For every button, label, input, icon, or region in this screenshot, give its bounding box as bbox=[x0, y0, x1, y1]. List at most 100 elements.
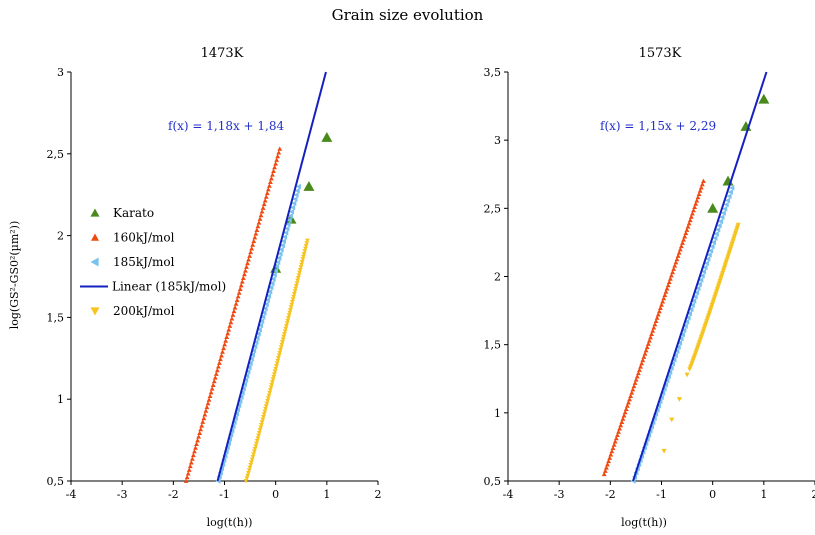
data-point bbox=[272, 164, 277, 170]
data-point bbox=[288, 305, 294, 310]
data-point bbox=[248, 249, 254, 255]
data-point bbox=[669, 417, 675, 423]
data-point bbox=[246, 257, 251, 262]
data-point bbox=[259, 209, 265, 214]
data-point bbox=[630, 387, 636, 392]
data-point bbox=[301, 251, 307, 257]
data-point bbox=[676, 250, 682, 255]
y-tick-label: 3 bbox=[57, 66, 64, 79]
legend-item: 160kJ/mol bbox=[91, 231, 175, 245]
data-point bbox=[194, 441, 199, 447]
data-point bbox=[299, 262, 304, 267]
data-point bbox=[295, 275, 301, 281]
data-point bbox=[256, 430, 262, 436]
legend-triangle-marker bbox=[90, 208, 100, 217]
data-point bbox=[185, 471, 191, 476]
data-point bbox=[250, 455, 256, 460]
data-point bbox=[244, 476, 250, 481]
data-point bbox=[660, 299, 666, 304]
data-point bbox=[662, 292, 668, 297]
data-point bbox=[251, 449, 257, 455]
legend-triangle-marker bbox=[91, 233, 99, 241]
data-point bbox=[256, 326, 262, 333]
data-point bbox=[661, 295, 667, 301]
data-point bbox=[304, 241, 310, 246]
data-point bbox=[240, 385, 246, 392]
data-point bbox=[661, 448, 667, 454]
data-point bbox=[665, 373, 671, 380]
data-point bbox=[243, 377, 249, 383]
data-point bbox=[671, 266, 677, 271]
series-185kj-mol bbox=[215, 183, 301, 484]
data-point bbox=[301, 254, 306, 259]
data-point bbox=[207, 393, 213, 399]
data-point bbox=[258, 212, 264, 218]
data-point bbox=[300, 257, 306, 262]
x-tick-label: 2 bbox=[375, 488, 382, 501]
data-point bbox=[267, 390, 273, 396]
data-point bbox=[290, 297, 296, 302]
data-point bbox=[645, 341, 651, 346]
data-point bbox=[200, 419, 206, 424]
data-point bbox=[266, 293, 272, 299]
data-point bbox=[241, 381, 247, 388]
data-point bbox=[321, 131, 333, 142]
data-point bbox=[719, 214, 725, 220]
data-point bbox=[260, 205, 266, 210]
data-point bbox=[621, 413, 627, 418]
data-point bbox=[672, 263, 678, 268]
data-point bbox=[245, 368, 251, 375]
data-point bbox=[712, 235, 718, 241]
data-point bbox=[238, 283, 244, 288]
data-point bbox=[271, 374, 277, 380]
regression-line bbox=[216, 71, 327, 482]
data-point bbox=[609, 448, 615, 454]
data-point bbox=[703, 260, 709, 267]
series-linear-185kj-mol- bbox=[632, 71, 768, 482]
data-point bbox=[671, 356, 677, 363]
data-point bbox=[268, 385, 274, 390]
data-point bbox=[201, 415, 207, 421]
data-point bbox=[677, 247, 683, 252]
data-point bbox=[688, 306, 694, 313]
data-point bbox=[675, 344, 681, 350]
data-point bbox=[611, 442, 617, 447]
data-point bbox=[619, 419, 625, 424]
legend-label: 160kJ/mol bbox=[113, 231, 175, 245]
data-point bbox=[286, 217, 292, 223]
x-tick-label: -2 bbox=[168, 488, 179, 501]
data-point bbox=[192, 449, 197, 454]
data-point bbox=[304, 238, 310, 243]
data-point bbox=[222, 342, 228, 347]
data-point bbox=[272, 267, 278, 274]
data-point bbox=[244, 373, 250, 379]
data-point bbox=[279, 242, 285, 249]
data-point bbox=[284, 324, 289, 329]
data-point bbox=[186, 467, 192, 472]
data-point bbox=[680, 240, 685, 245]
data-point bbox=[292, 289, 298, 294]
data-point bbox=[628, 393, 634, 398]
data-point bbox=[223, 338, 229, 343]
data-point bbox=[676, 397, 683, 402]
regression-equation: f(x) = 1,15x + 2,29 bbox=[600, 119, 716, 133]
data-point bbox=[603, 465, 609, 470]
data-point bbox=[275, 153, 281, 159]
legend-label: Karato bbox=[113, 206, 154, 220]
data-point bbox=[620, 416, 626, 421]
data-point bbox=[270, 172, 275, 177]
data-point bbox=[652, 321, 658, 327]
data-point bbox=[263, 194, 269, 199]
data-point bbox=[303, 246, 308, 251]
data-point bbox=[215, 364, 221, 369]
data-point bbox=[198, 426, 204, 432]
data-point bbox=[615, 432, 620, 438]
data-point bbox=[246, 468, 252, 473]
data-point bbox=[641, 354, 647, 359]
y-tick-label: 2 bbox=[57, 230, 64, 243]
data-point bbox=[272, 372, 277, 377]
data-point bbox=[225, 330, 231, 336]
data-point bbox=[692, 204, 698, 210]
data-point bbox=[259, 318, 265, 324]
data-point bbox=[605, 462, 610, 467]
